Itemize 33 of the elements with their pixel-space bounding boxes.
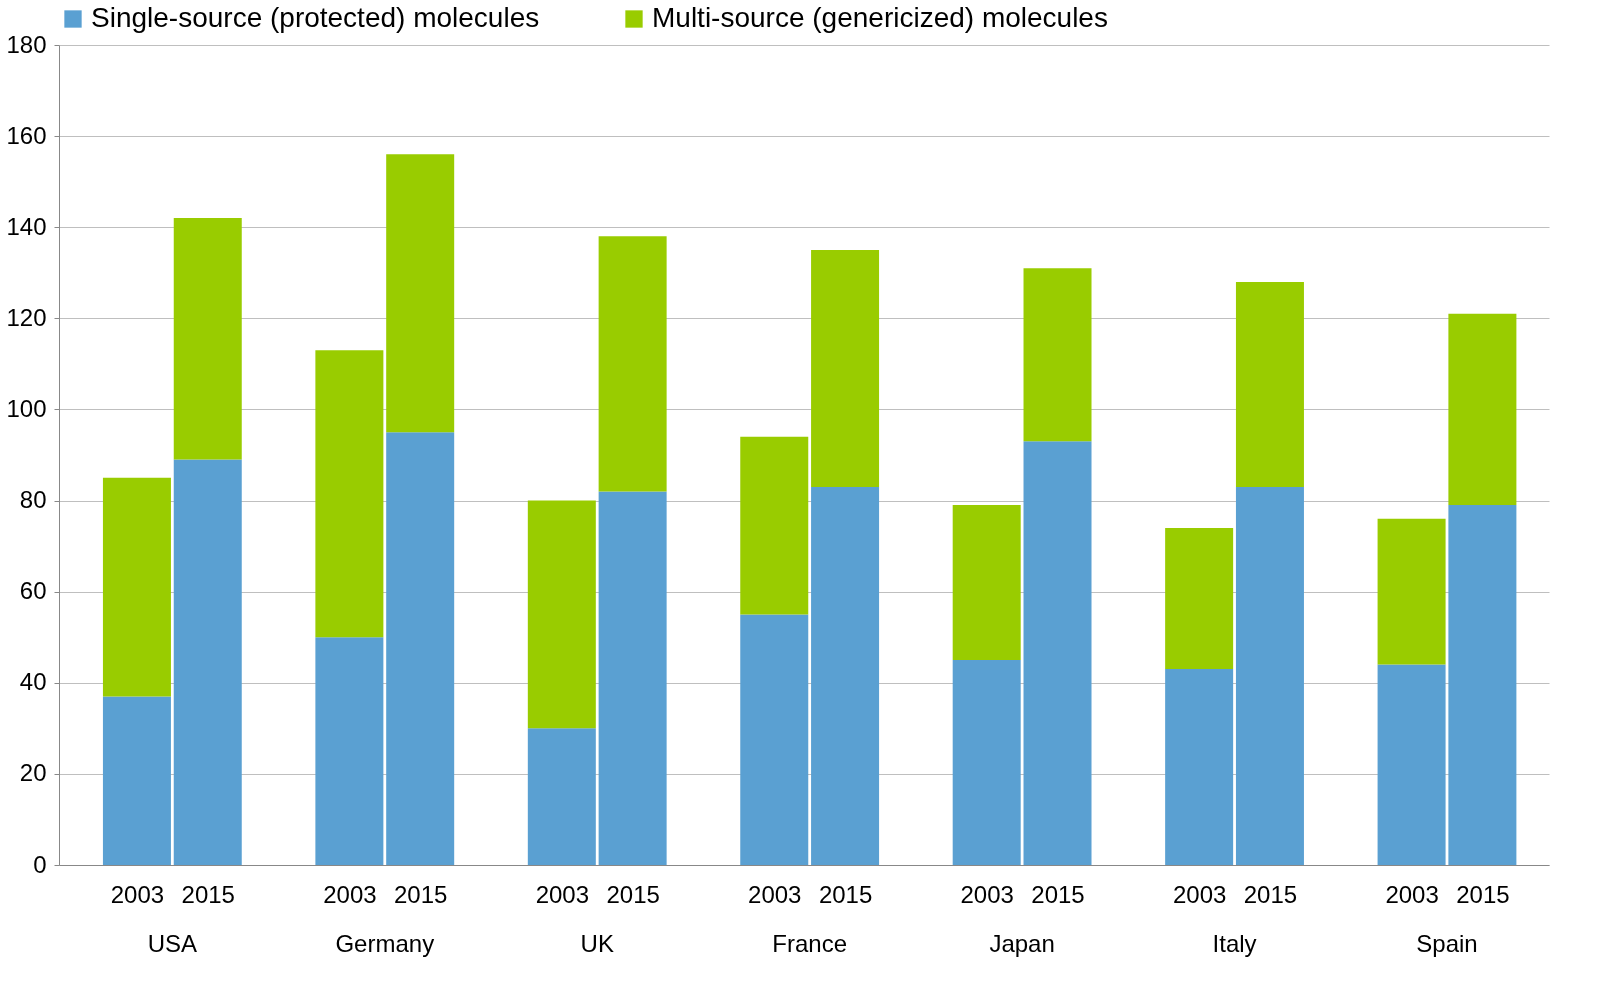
y-tick-label: 20 bbox=[19, 759, 47, 787]
y-tick-label: 120 bbox=[6, 303, 47, 331]
x-tick-label: 2015 bbox=[1243, 880, 1298, 908]
legend-label: Multi-source (genericized) molecules bbox=[652, 2, 1108, 33]
text: France bbox=[772, 930, 848, 957]
y-tick-label: 160 bbox=[6, 121, 47, 149]
text: USA bbox=[147, 930, 198, 957]
x-tick-label: 2003 bbox=[748, 880, 802, 908]
legend-label: Single-source (protected) molecules bbox=[91, 2, 540, 33]
x-tick-label: 2015 bbox=[394, 880, 448, 908]
y-tick-label: 40 bbox=[19, 668, 47, 696]
x-tick-label: 2015 bbox=[606, 880, 660, 908]
y-tick-label: 180 bbox=[6, 30, 47, 58]
y-tick-label: 60 bbox=[19, 577, 47, 605]
text: Italy bbox=[1212, 930, 1257, 957]
x-tick-label: 2015 bbox=[1031, 880, 1085, 908]
text: Germany bbox=[335, 930, 435, 957]
y-tick-label: 80 bbox=[19, 486, 47, 514]
x-tick-label: 2003 bbox=[1172, 880, 1227, 908]
text: UK bbox=[580, 930, 614, 957]
x-tick-label: 2003 bbox=[323, 880, 377, 908]
x-tick-label: 2003 bbox=[535, 880, 590, 908]
y-tick-label: 140 bbox=[6, 212, 47, 240]
y-tick-label: 100 bbox=[6, 394, 47, 422]
y-tick-label: 0 bbox=[33, 850, 47, 878]
text: Japan bbox=[989, 930, 1055, 957]
x-tick-label: 2015 bbox=[818, 880, 873, 908]
x-tick-label: 2003 bbox=[110, 880, 165, 908]
x-tick-label: 2015 bbox=[181, 880, 235, 908]
text: Spain bbox=[1416, 930, 1478, 957]
x-tick-label: 2003 bbox=[960, 880, 1014, 908]
x-tick-label: 2003 bbox=[1385, 880, 1439, 908]
x-tick-label: 2015 bbox=[1456, 880, 1510, 908]
